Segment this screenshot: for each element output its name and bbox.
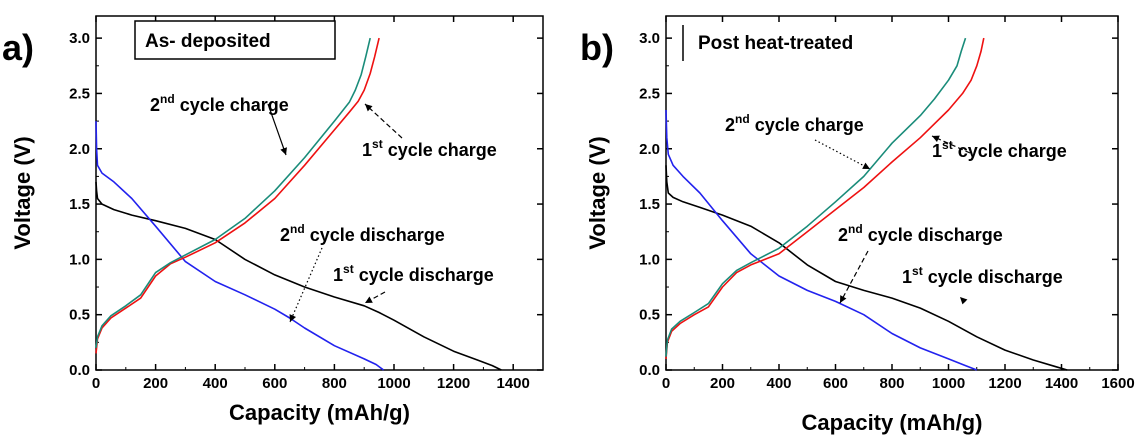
series-line-2nd-cycle-charge xyxy=(665,37,967,357)
plot-frame xyxy=(95,15,544,371)
panel-title: Post heat-treated xyxy=(698,33,853,54)
y-tick-label: 0.0 xyxy=(639,362,660,379)
annotation-label: 1st cycle discharge xyxy=(333,262,494,285)
series-line-2nd-cycle-discharge xyxy=(95,121,385,371)
panel-title: As- deposited xyxy=(145,31,271,52)
x-tick-label: 0 xyxy=(662,375,670,392)
annotation-label: 1st cycle discharge xyxy=(902,264,1063,287)
panel-label: b) xyxy=(580,27,614,68)
x-tick-label: 400 xyxy=(203,375,228,392)
x-tick-label: 800 xyxy=(322,375,347,392)
annotation-arrowhead xyxy=(365,104,373,112)
x-tick-label: 1200 xyxy=(988,375,1021,392)
annotation-label: 2nd cycle charge xyxy=(150,92,289,115)
x-tick-label: 200 xyxy=(710,375,735,392)
y-tick-label: 2.0 xyxy=(69,141,90,158)
x-tick-label: 0 xyxy=(92,375,100,392)
annotation-arrow xyxy=(839,250,869,304)
y-tick-label: 1.5 xyxy=(639,196,660,213)
series-line-1st-cycle-discharge xyxy=(95,181,502,371)
series-line-1st-cycle-charge xyxy=(665,37,985,359)
x-tick-label: 600 xyxy=(823,375,848,392)
x-tick-label: 800 xyxy=(879,375,904,392)
y-tick-label: 2.5 xyxy=(69,85,90,102)
annotation-label: 2nd cycle discharge xyxy=(838,222,1003,245)
x-tick-label: 600 xyxy=(262,375,287,392)
plot-frame xyxy=(665,15,1119,371)
y-tick-label: 0.5 xyxy=(639,307,660,324)
annotation-arrow xyxy=(814,139,871,170)
annotation-label: 2nd cycle charge xyxy=(725,112,864,135)
x-tick-label: 1400 xyxy=(1045,375,1078,392)
x-axis-title: Capacity (mAh/g) xyxy=(802,410,983,435)
annotation-arrow xyxy=(267,103,287,156)
series-line-1st-cycle-charge xyxy=(95,37,380,354)
chart-panel-b: 0 200 400 600 800 1000 1200 1400 1600 0.0 0.5 1.0 1.… xyxy=(580,15,1135,435)
x-tick-label: 1000 xyxy=(377,375,410,392)
y-tick-label: 0.5 xyxy=(69,307,90,324)
annotation-arrowhead xyxy=(289,314,296,322)
x-tick-label: 200 xyxy=(143,375,168,392)
annotation-arrowhead xyxy=(862,162,870,169)
annotation-label: 1st cycle charge xyxy=(932,138,1067,161)
y-tick-label: 3.0 xyxy=(639,30,660,47)
series-line-2nd-cycle-discharge xyxy=(665,109,978,371)
y-tick-label: 1.0 xyxy=(639,251,660,268)
annotation-arrowhead xyxy=(365,296,373,303)
annotation-arrow xyxy=(364,103,403,139)
y-tick-label: 2.0 xyxy=(639,141,660,158)
annotation-label: 2nd cycle discharge xyxy=(280,222,445,245)
x-tick-label: 400 xyxy=(766,375,791,392)
x-tick-label: 1000 xyxy=(932,375,965,392)
annotation-label: 1st cycle charge xyxy=(362,137,497,160)
chart-panel-a: 0 200 400 600 800 1000 1200 1400 0.0 0.5 1.0 1.5 2.0… xyxy=(2,15,544,425)
x-tick-label: 1600 xyxy=(1101,375,1134,392)
series-line-1st-cycle-discharge xyxy=(665,165,1068,371)
annotation-arrowhead xyxy=(280,147,287,155)
annotation-arrowhead xyxy=(932,135,940,143)
x-axis-title: Capacity (mAh/g) xyxy=(229,400,410,425)
annotation-arrowhead xyxy=(960,297,968,305)
title-box xyxy=(134,20,336,60)
y-tick-label: 1.0 xyxy=(69,251,90,268)
y-tick-label: 0.0 xyxy=(69,362,90,379)
x-tick-label: 1400 xyxy=(497,375,530,392)
panel-label: a) xyxy=(2,27,34,68)
y-tick-label: 3.0 xyxy=(69,30,90,47)
y-tick-label: 2.5 xyxy=(639,85,660,102)
annotation-arrowhead xyxy=(840,295,847,303)
series-line-2nd-cycle-charge xyxy=(95,37,371,349)
y-axis-title: Voltage (V) xyxy=(10,136,35,249)
y-axis-title: Voltage (V) xyxy=(585,136,610,249)
annotation-arrow xyxy=(289,247,323,323)
y-tick-label: 1.5 xyxy=(69,196,90,213)
x-tick-label: 1200 xyxy=(437,375,470,392)
